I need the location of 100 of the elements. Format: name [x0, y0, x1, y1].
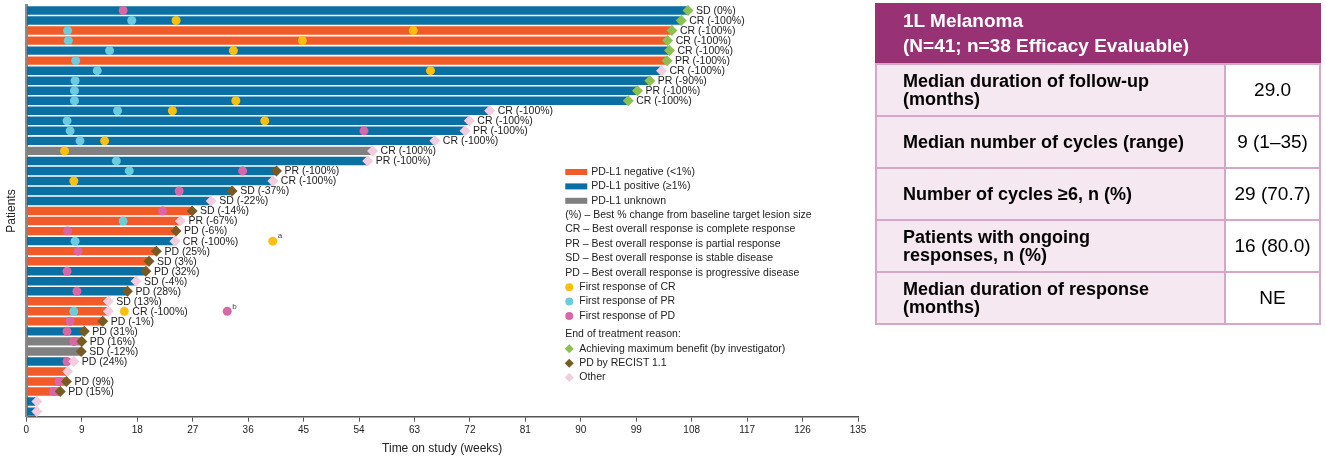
point — [459, 125, 471, 137]
point — [111, 156, 121, 166]
point — [68, 355, 80, 367]
annotation: End of treatment reason: — [565, 327, 681, 340]
point — [228, 46, 238, 56]
point — [297, 36, 307, 46]
annotation: CR (-100%) — [477, 114, 533, 127]
x-tick-label: 117 — [739, 424, 756, 436]
category-label: Median duration of response (months) — [876, 272, 1226, 324]
point — [174, 186, 184, 196]
text: 29.0 — [1254, 79, 1292, 100]
point — [170, 225, 182, 237]
x-tick-label: 18 — [131, 424, 144, 436]
point — [63, 226, 73, 236]
bar — [26, 206, 193, 216]
text: (N=41; n=38 Efficacy Evaluable) — [903, 34, 1191, 58]
point — [75, 345, 87, 357]
point — [92, 66, 102, 76]
point — [463, 115, 475, 127]
annotation: SD – Best overall response is stable disease — [565, 251, 774, 264]
point — [666, 25, 678, 37]
point — [100, 136, 110, 146]
annotation: PR – Best overall response is partial response — [565, 236, 781, 249]
point — [622, 95, 634, 107]
point — [78, 325, 90, 337]
point — [158, 206, 168, 216]
point — [69, 86, 79, 96]
point — [62, 266, 72, 276]
point — [429, 135, 441, 147]
legend-label: Other — [579, 370, 607, 383]
x-tick-label: 27 — [187, 424, 199, 436]
x-tick-label: 135 — [849, 424, 867, 436]
point — [664, 45, 675, 57]
text: 9 (1–35) — [1237, 131, 1308, 152]
x-tick-label: 72 — [464, 424, 476, 436]
point — [113, 106, 123, 116]
legend-label: Achieving maximum benefit (by investigator) — [579, 341, 786, 354]
point — [267, 175, 279, 187]
bar — [26, 116, 470, 126]
bar — [26, 56, 668, 65]
legend-label: PD-L1 positive (≥1%) — [591, 179, 691, 192]
text: NE — [1259, 287, 1286, 308]
point — [226, 185, 238, 197]
legend-label: First response of CR — [579, 280, 676, 293]
x-tick-label: 9 — [79, 424, 86, 436]
point — [484, 105, 496, 117]
point — [60, 146, 70, 156]
x-tick-label: 0 — [23, 424, 30, 436]
point — [662, 35, 674, 47]
x-tick-label: 45 — [298, 424, 310, 436]
point — [105, 46, 115, 56]
x-axis-title: Time on study (weeks) — [382, 441, 503, 456]
point — [644, 75, 656, 87]
point — [65, 316, 75, 326]
legend-label: PD-L1 negative (<1%) — [591, 164, 695, 177]
category-label: Median number of cycles (range) — [876, 116, 1226, 168]
point — [72, 286, 82, 296]
point — [31, 406, 43, 418]
point — [69, 336, 79, 346]
bar — [26, 277, 137, 286]
x-tick-label: 90 — [575, 424, 587, 436]
point — [118, 216, 128, 226]
x-tick-label: 81 — [519, 424, 532, 436]
bar — [26, 176, 273, 186]
text: 16 (80.0) — [1234, 235, 1311, 256]
annotation: PR (-100%) — [375, 154, 431, 167]
text: 29 (70.7) — [1234, 183, 1311, 204]
bar — [26, 216, 181, 226]
point — [118, 6, 128, 16]
point — [169, 235, 181, 247]
point — [231, 96, 241, 106]
bar — [26, 126, 465, 136]
point — [124, 166, 134, 176]
point — [127, 16, 137, 26]
annotation: b — [232, 301, 238, 311]
point — [222, 306, 232, 316]
bar — [26, 196, 212, 206]
x-tick-label: 99 — [630, 424, 643, 436]
y-axis-title: Patients — [3, 189, 18, 233]
text: 1L Melanoma — [903, 9, 1025, 33]
point — [150, 245, 162, 257]
point — [76, 335, 88, 347]
point — [102, 295, 114, 307]
annotation: CR (-100%) — [380, 144, 437, 157]
annotation: SD (-37%) — [240, 184, 290, 197]
bar — [26, 166, 277, 176]
point — [70, 76, 80, 86]
point — [63, 26, 73, 36]
legend-label: First response of PR — [579, 294, 676, 307]
point — [362, 155, 374, 167]
point — [238, 166, 248, 176]
bar — [26, 46, 670, 55]
bar — [26, 96, 629, 105]
point — [130, 275, 142, 287]
bar — [26, 246, 157, 256]
bar — [26, 236, 175, 246]
point — [268, 236, 278, 246]
bar — [26, 256, 149, 266]
category-label: Patients with ongoing responses, n (%) — [876, 220, 1226, 272]
point — [140, 265, 152, 277]
